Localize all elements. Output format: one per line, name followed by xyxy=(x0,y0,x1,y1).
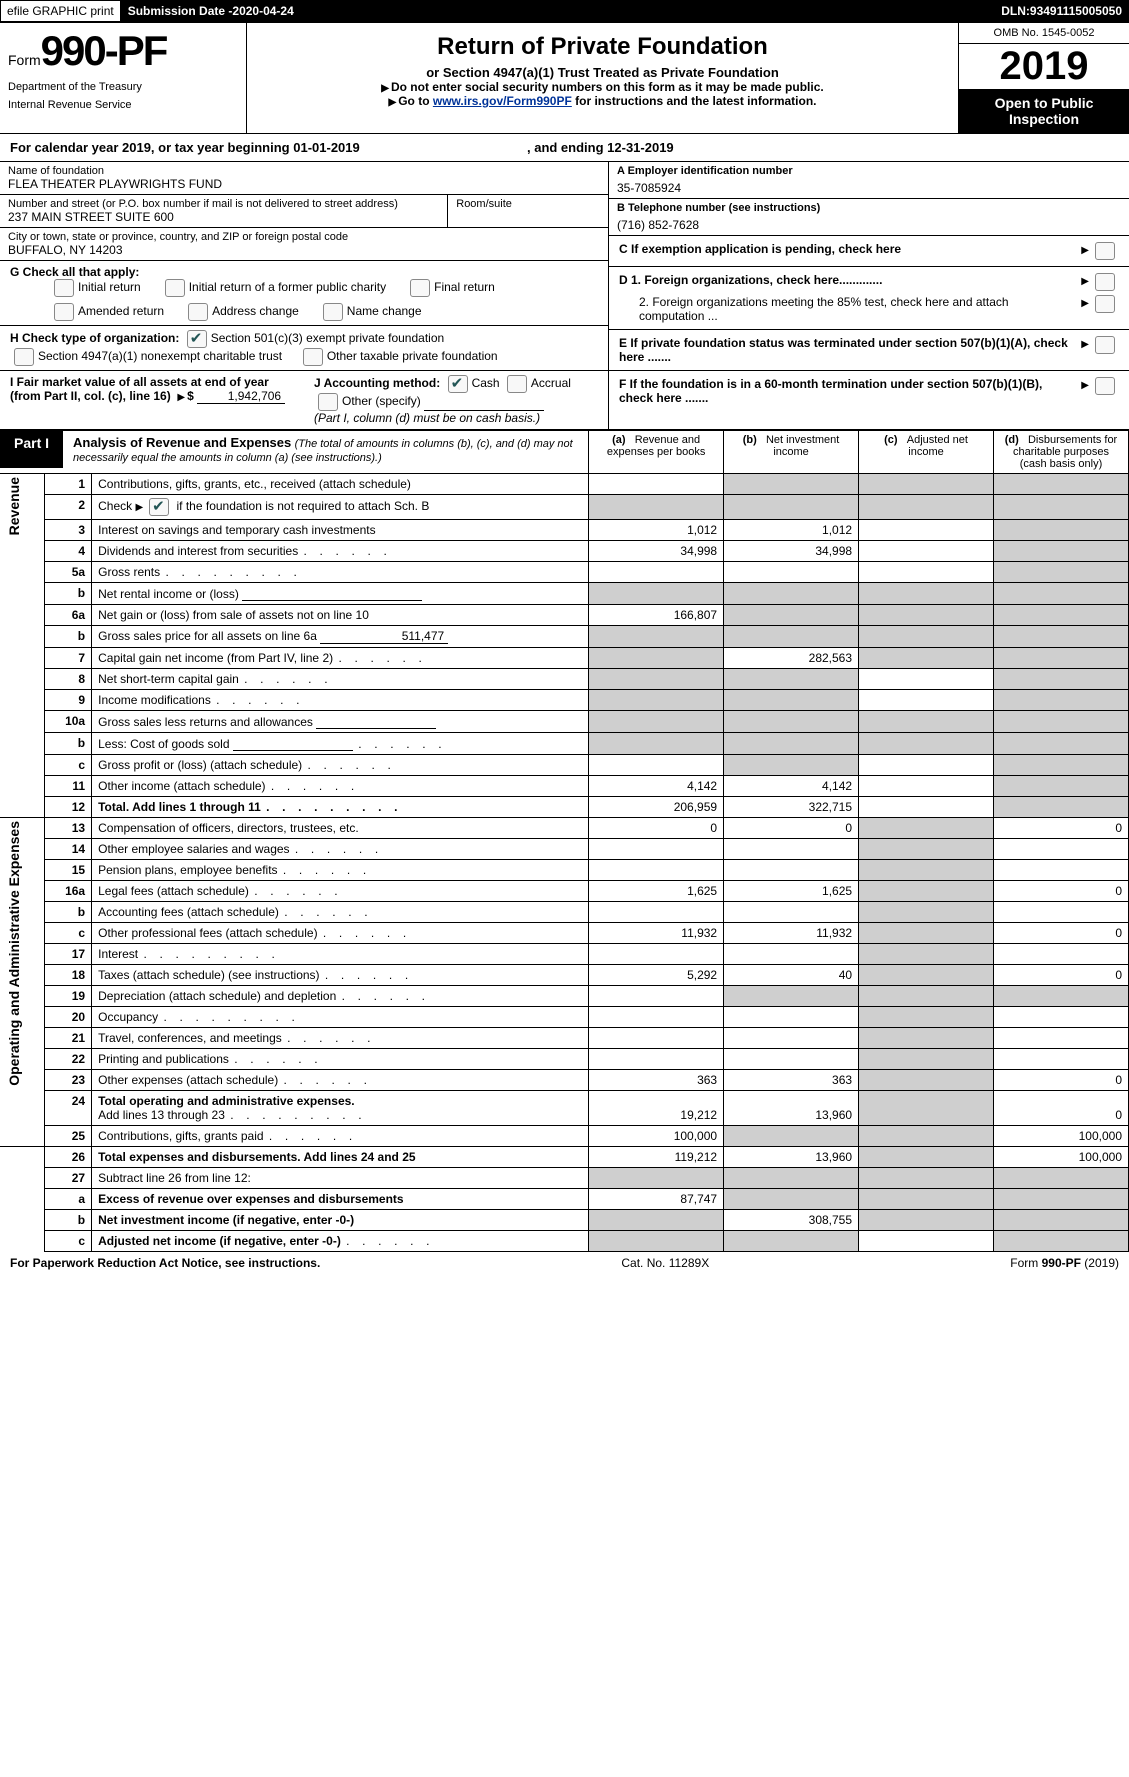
checkbox-other-taxable[interactable] xyxy=(303,348,323,366)
phone-cell: B Telephone number (see instructions) (7… xyxy=(609,199,1129,236)
form-note2: Go to www.irs.gov/Form990PF for instruct… xyxy=(257,94,948,108)
part1-header: Part I Analysis of Revenue and Expenses … xyxy=(0,431,588,468)
open-public-badge: Open to Public Inspection xyxy=(959,89,1129,133)
checkbox-name-change[interactable] xyxy=(323,303,343,321)
ein-cell: A Employer identification number 35-7085… xyxy=(609,162,1129,199)
section-i-j: I Fair market value of all assets at end… xyxy=(0,371,608,429)
col-d-header: (d) Disbursements for charitable purpose… xyxy=(994,431,1129,474)
checkbox-exemption-pending[interactable] xyxy=(1095,242,1115,260)
fmv-block: I Fair market value of all assets at end… xyxy=(10,375,294,425)
accounting-method-block: J Accounting method: Cash Accrual Other … xyxy=(314,375,598,425)
tax-year: 2019 xyxy=(959,44,1129,89)
topbar-spacer xyxy=(301,0,994,22)
checkbox-foreign1[interactable] xyxy=(1095,273,1115,291)
form-subtitle: or Section 4947(a)(1) Trust Treated as P… xyxy=(257,65,948,80)
checkbox-other-method[interactable] xyxy=(318,393,338,411)
part1-table: Part I Analysis of Revenue and Expenses … xyxy=(0,430,1129,1252)
checkbox-initial-return[interactable] xyxy=(54,279,74,297)
expenses-side-label: Operating and Administrative Expenses xyxy=(6,821,22,1086)
header-right: OMB No. 1545-0052 2019 Open to Public In… xyxy=(958,23,1129,133)
checkbox-cash[interactable] xyxy=(448,375,468,393)
form-header: Form990-PF Department of the Treasury In… xyxy=(0,23,1129,134)
checkbox-address-change[interactable] xyxy=(188,303,208,321)
section-d: D 1. Foreign organizations, check here..… xyxy=(609,267,1129,330)
checkbox-60month[interactable] xyxy=(1095,377,1115,395)
top-bar: efile GRAPHIC print Submission Date - 20… xyxy=(0,0,1129,23)
checkbox-4947a1[interactable] xyxy=(14,348,34,366)
section-c: C If exemption application is pending, c… xyxy=(609,236,1129,267)
col-c-header: (c) Adjusted net income xyxy=(859,431,994,474)
dept-irs: Internal Revenue Service xyxy=(8,99,238,111)
section-h: H Check type of organization: Section 50… xyxy=(0,326,608,371)
checkbox-terminated[interactable] xyxy=(1095,336,1115,354)
header-left: Form990-PF Department of the Treasury In… xyxy=(0,23,247,133)
checkbox-amended[interactable] xyxy=(54,303,74,321)
footer-mid: Cat. No. 11289X xyxy=(621,1256,709,1270)
section-e: E If private foundation status was termi… xyxy=(609,330,1129,371)
section-f: F If the foundation is in a 60-month ter… xyxy=(609,371,1129,411)
city-cell: City or town, state or province, country… xyxy=(0,228,608,261)
checkbox-foreign2[interactable] xyxy=(1095,295,1115,313)
efile-label: efile GRAPHIC print xyxy=(0,0,121,22)
submission-date: Submission Date - 2020-04-24 xyxy=(121,0,301,22)
footer-left: For Paperwork Reduction Act Notice, see … xyxy=(10,1256,320,1270)
checkbox-final-return[interactable] xyxy=(410,279,430,297)
checkbox-501c3[interactable] xyxy=(187,330,207,348)
col-b-header: (b) Net investment income xyxy=(724,431,859,474)
section-g: G Check all that apply: Initial return I… xyxy=(0,261,608,326)
fmv-value: 1,942,706 xyxy=(197,389,285,404)
form-number: Form990-PF xyxy=(8,27,238,75)
dln: DLN: 93491115005050 xyxy=(994,0,1129,22)
entity-info: Name of foundation FLEA THEATER PLAYWRIG… xyxy=(0,162,1129,430)
omb-number: OMB No. 1545-0052 xyxy=(959,23,1129,44)
calendar-year-line: For calendar year 2019, or tax year begi… xyxy=(0,134,1129,162)
dept-treasury: Department of the Treasury xyxy=(8,81,238,93)
form-title: Return of Private Foundation xyxy=(257,33,948,61)
irs-link[interactable]: www.irs.gov/Form990PF xyxy=(433,94,572,108)
checkbox-accrual[interactable] xyxy=(507,375,527,393)
page-footer: For Paperwork Reduction Act Notice, see … xyxy=(0,1252,1129,1274)
footer-right: Form 990-PF (2019) xyxy=(1010,1256,1119,1270)
address-row: Number and street (or P.O. box number if… xyxy=(0,195,608,228)
col-a-header: (a) Revenue and expenses per books xyxy=(589,431,724,474)
form-note1: Do not enter social security numbers on … xyxy=(257,80,948,94)
checkbox-initial-former[interactable] xyxy=(165,279,185,297)
foundation-name-cell: Name of foundation FLEA THEATER PLAYWRIG… xyxy=(0,162,608,195)
checkbox-sch-b[interactable] xyxy=(149,498,169,516)
header-center: Return of Private Foundation or Section … xyxy=(247,23,958,133)
revenue-side-label: Revenue xyxy=(6,477,22,535)
line6b-value: 511,477 xyxy=(320,629,448,644)
